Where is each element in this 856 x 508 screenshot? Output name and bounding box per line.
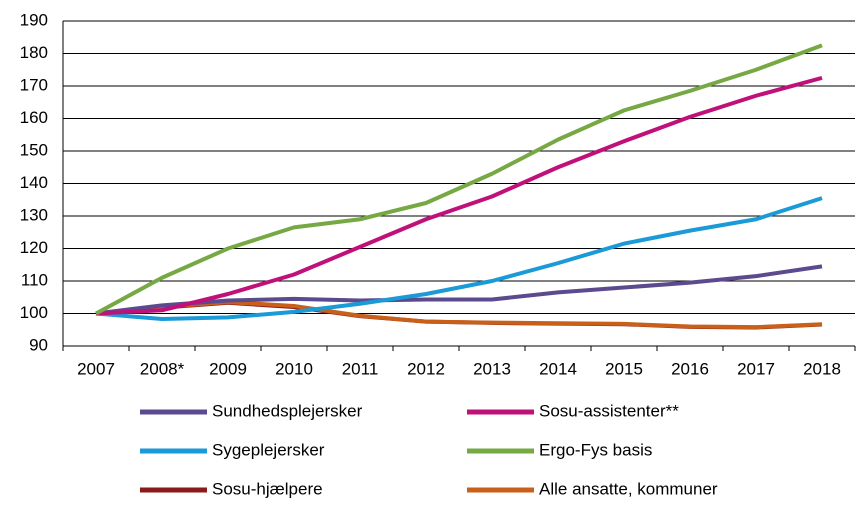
series-line <box>95 264 823 316</box>
series-line <box>95 196 823 322</box>
y-tick-label: 90 <box>29 335 48 354</box>
series-line <box>95 43 823 316</box>
series-line <box>95 75 823 316</box>
y-tick-label: 180 <box>20 43 48 62</box>
legend-label: Ergo-Fys basis <box>539 440 652 459</box>
y-tick-label: 130 <box>20 205 48 224</box>
x-tick-label: 2017 <box>737 359 775 378</box>
y-tick-label: 190 <box>20 10 48 29</box>
x-tick-label: 2016 <box>671 359 709 378</box>
x-tick-label: 2008* <box>140 359 185 378</box>
legend-label: Sosu-assistenter** <box>539 401 679 420</box>
x-tick-label: 2013 <box>473 359 511 378</box>
x-tick-label: 2018 <box>803 359 841 378</box>
y-tick-label: 100 <box>20 303 48 322</box>
legend-label: Sosu-hjælpere <box>212 479 323 498</box>
y-tick-label: 150 <box>20 140 48 159</box>
y-tick-label: 160 <box>20 108 48 127</box>
y-tick-label: 110 <box>21 270 48 289</box>
x-tick-label: 2007 <box>77 359 115 378</box>
legend-label: Sygeplejersker <box>212 440 325 459</box>
legend-label: Alle ansatte, kommuner <box>539 479 718 498</box>
x-tick-label: 2009 <box>209 359 247 378</box>
x-tick-label: 2015 <box>605 359 643 378</box>
x-tick-label: 2012 <box>407 359 445 378</box>
y-tick-label: 170 <box>20 75 48 94</box>
y-tick-label: 140 <box>20 173 48 192</box>
x-tick-label: 2011 <box>342 359 379 378</box>
x-tick-label: 2014 <box>539 359 577 378</box>
legend-label: Sundhedsplejersker <box>212 401 363 420</box>
y-tick-label: 120 <box>20 238 48 257</box>
x-tick-label: 2010 <box>275 359 313 378</box>
